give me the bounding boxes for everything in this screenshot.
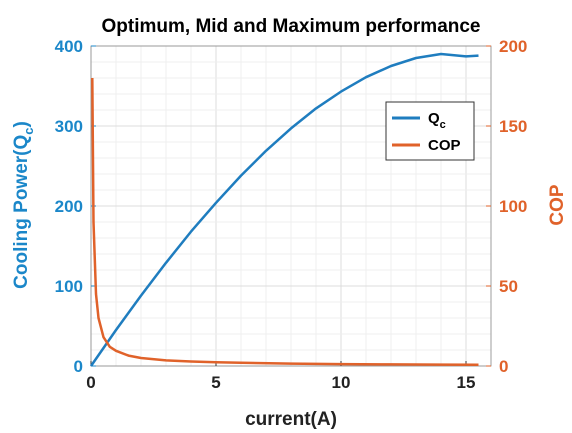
y-axis-left-label-sub: c xyxy=(21,127,36,134)
x-axis: 0 5 10 15 xyxy=(86,361,475,392)
x-tick-label: 5 xyxy=(211,373,220,392)
y-left-tick-label: 400 xyxy=(55,37,83,56)
series-lines xyxy=(89,52,479,367)
legend-label-qc-main: Q xyxy=(428,110,440,127)
legend-label-cop: COP xyxy=(428,137,461,154)
legend-box xyxy=(385,101,475,161)
y-left-tick-label: 0 xyxy=(74,357,83,376)
y-left-tick-label: 100 xyxy=(55,277,83,296)
y-axis-left-label: Cooling Power(Qc) xyxy=(11,121,36,289)
chart-title: Optimum, Mid and Maximum performance xyxy=(102,16,481,37)
y-right-tick-label: 0 xyxy=(499,357,508,376)
x-tick-label: 0 xyxy=(86,373,95,392)
legend-label-qc-sub: c xyxy=(440,119,446,131)
legend-label-qc: Qc xyxy=(428,110,446,131)
y-right-tick-label: 50 xyxy=(499,277,518,296)
legend: Qc COP xyxy=(385,101,475,161)
x-tick-label: 10 xyxy=(332,373,351,392)
grid xyxy=(90,45,492,367)
x-tick-label: 15 xyxy=(457,373,476,392)
x-axis-label: current(A) xyxy=(245,409,337,430)
y-axis-left-label-main: Cooling Power(Q xyxy=(11,135,32,289)
y-right-tick-label: 100 xyxy=(499,197,527,216)
y-right-tick-label: 200 xyxy=(499,37,527,56)
series-line-qc xyxy=(89,52,479,367)
series-line-cop xyxy=(91,77,479,366)
y-axis-left-label-close: ) xyxy=(11,121,32,127)
y-axis-right: 0 50 100 150 200 xyxy=(486,37,527,376)
y-axis-right-label: COP xyxy=(547,184,568,226)
y-left-tick-label: 300 xyxy=(55,117,83,136)
y-right-tick-label: 150 xyxy=(499,117,527,136)
y-axis-left: 0 100 200 300 400 xyxy=(55,37,96,376)
y-left-tick-label: 200 xyxy=(55,197,83,216)
